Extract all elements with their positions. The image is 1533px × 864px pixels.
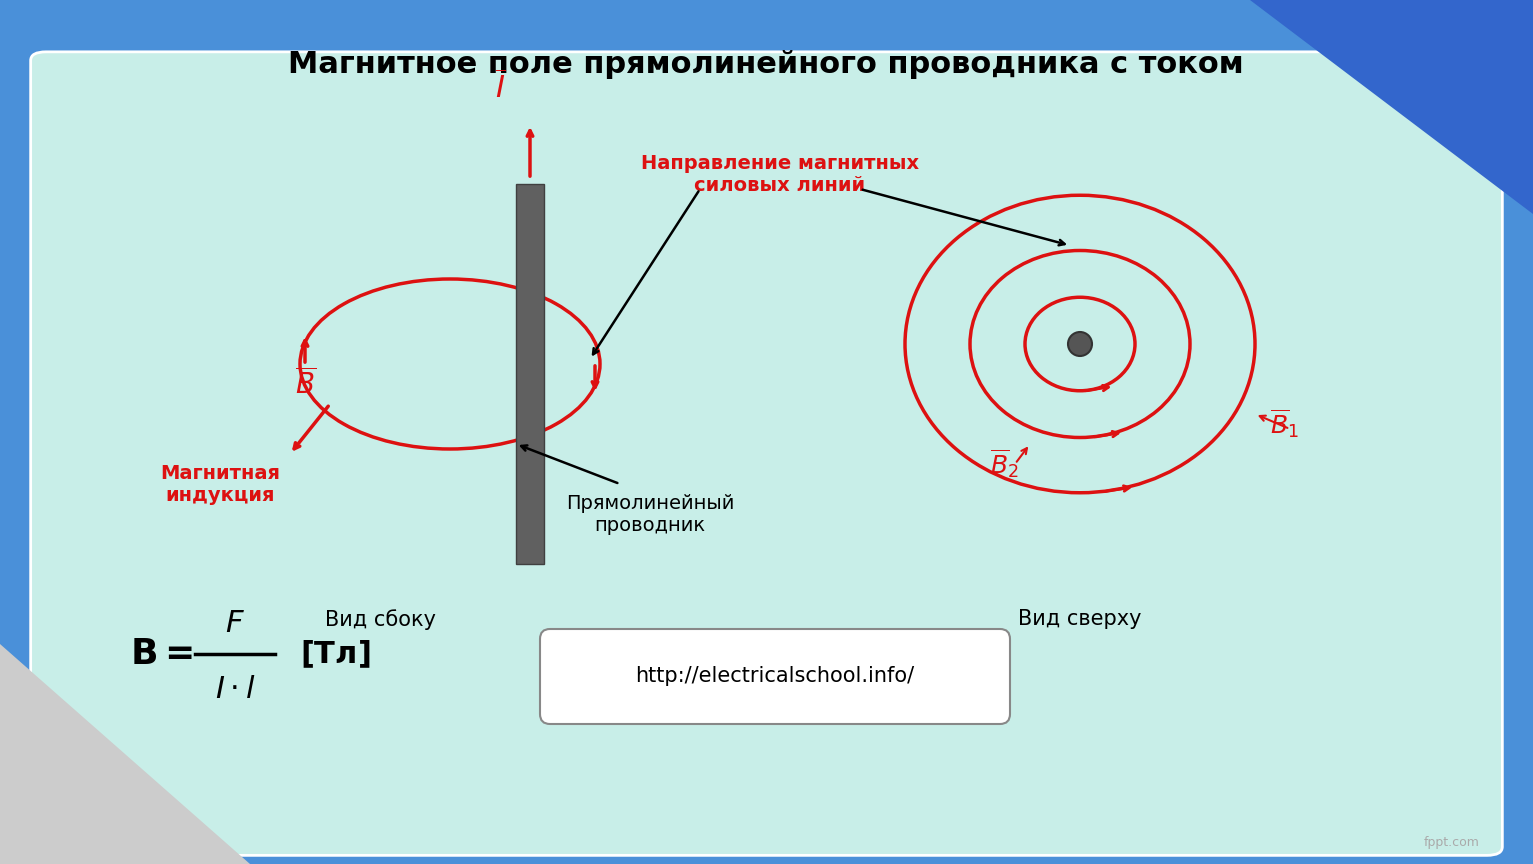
Text: $\overline{B}_2$: $\overline{B}_2$ [990,448,1019,480]
Circle shape [1069,332,1091,356]
Polygon shape [1249,0,1533,214]
Text: http://electricalschool.info/: http://electricalschool.info/ [636,666,915,686]
Text: Направление магнитных
силовых линий: Направление магнитных силовых линий [641,154,920,195]
Text: $\mathbf{B=}$: $\mathbf{B=}$ [130,637,193,671]
Text: Магнитное поле прямолинейного проводника с током: Магнитное поле прямолинейного проводника… [288,49,1243,79]
FancyBboxPatch shape [540,629,1010,724]
Text: fppt.com: fppt.com [1424,836,1479,849]
Text: $\overline{I}$: $\overline{I}$ [495,71,506,105]
Text: Прямолинейный
проводник: Прямолинейный проводник [566,494,734,535]
Text: $\overline{B}_1$: $\overline{B}_1$ [1269,408,1298,440]
Text: Вид сверху: Вид сверху [1018,609,1142,629]
Text: Магнитная
индукция: Магнитная индукция [159,464,281,505]
Text: $\overline{B}$: $\overline{B}$ [294,368,316,400]
Polygon shape [0,644,250,864]
Text: $I \cdot l$: $I \cdot l$ [215,675,256,703]
Text: Вид сбоку: Вид сбоку [325,609,435,630]
Text: $F$: $F$ [225,609,245,638]
Text: $\mathbf{[Тл]}$: $\mathbf{[Тл]}$ [300,638,371,670]
Bar [517,184,544,564]
